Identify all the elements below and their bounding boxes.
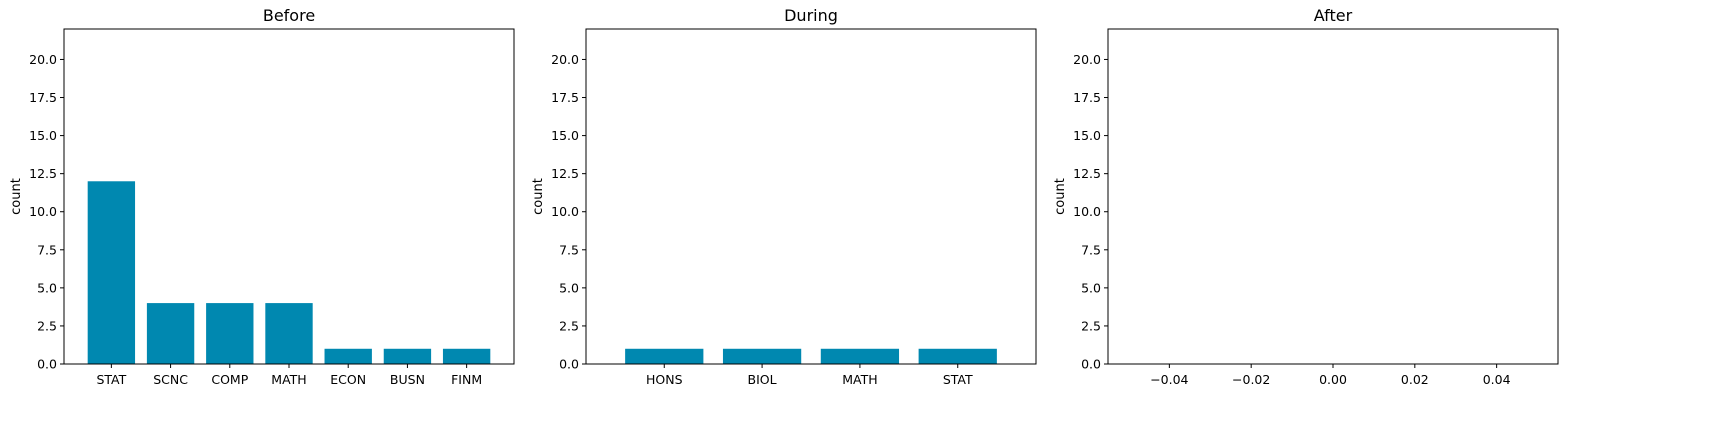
y-tick-label: 15.0 <box>29 128 57 143</box>
y-tick-label: 17.5 <box>551 90 579 105</box>
y-tick-label: 12.5 <box>29 166 57 181</box>
x-tick-label: SCNC <box>153 372 188 387</box>
bar-comp <box>206 303 254 364</box>
y-tick-label: 5.0 <box>37 280 57 295</box>
chart-title: After <box>1314 6 1353 25</box>
bar-math <box>265 303 313 364</box>
x-tick-label: ECON <box>330 372 366 387</box>
y-tick-label: 20.0 <box>551 52 579 67</box>
y-axis-label: count <box>1053 178 1068 215</box>
bar-finm <box>442 348 491 364</box>
bar-econ <box>324 348 372 364</box>
x-tick-label: MATH <box>842 372 877 387</box>
x-tick-label: 0.04 <box>1483 372 1511 387</box>
y-tick-label: 17.5 <box>29 90 57 105</box>
x-tick-label: −0.04 <box>1150 372 1188 387</box>
bar-scnc <box>146 303 195 364</box>
chart-title: Before <box>263 6 315 25</box>
x-tick-label: STAT <box>943 372 973 387</box>
y-tick-label: 10.0 <box>29 204 57 219</box>
y-tick-label: 12.5 <box>1073 166 1101 181</box>
y-axis-label: count <box>9 178 24 215</box>
bar-math <box>820 348 900 364</box>
y-tick-label: 12.5 <box>551 166 579 181</box>
y-tick-label: 7.5 <box>37 242 57 257</box>
axes-frame <box>1107 28 1559 365</box>
x-tick-label: BUSN <box>390 372 425 387</box>
x-tick-label: MATH <box>271 372 306 387</box>
bar-hons <box>625 348 704 364</box>
x-tick-label: FINM <box>451 372 482 387</box>
chart-panel-2: During count 0.0 2.5 5.0 7.5 10.0 12.5 15.0 17.5 2… <box>531 6 1037 387</box>
y-tick-label: 2.5 <box>37 318 57 333</box>
y-tick-label: 10.0 <box>551 204 579 219</box>
y-tick-label: 2.5 <box>559 318 579 333</box>
y-tick-label: 0.0 <box>1081 357 1101 372</box>
y-tick-label: 5.0 <box>1081 280 1101 295</box>
y-tick-label: 15.0 <box>551 128 579 143</box>
bar-stat <box>918 348 997 364</box>
y-tick-label: 5.0 <box>559 280 579 295</box>
y-tick-label: 7.5 <box>1081 242 1101 257</box>
y-tick-label: 2.5 <box>1081 318 1101 333</box>
chart-title: During <box>784 6 838 25</box>
x-tick-label: BIOL <box>748 372 777 387</box>
bar-busn <box>383 348 432 364</box>
x-tick-label: HONS <box>646 372 683 387</box>
y-tick-label: 10.0 <box>1073 204 1101 219</box>
y-tick-label: 20.0 <box>1073 52 1101 67</box>
x-tick-label: −0.02 <box>1232 372 1270 387</box>
x-tick-label: 0.02 <box>1401 372 1429 387</box>
x-tick-label: 0.00 <box>1319 372 1347 387</box>
y-tick-label: 15.0 <box>1073 128 1101 143</box>
axes-frame <box>585 28 1037 365</box>
chart-panel-3: After count 0.0 2.5 5.0 7.5 10.0 12.5 15.0 17.5 20… <box>1053 6 1559 387</box>
y-axis-label: count <box>531 178 546 215</box>
y-tick-label: 20.0 <box>29 52 57 67</box>
chart-panel-1: Before count 0.0 2.5 5.0 7.5 10.0 12.5 15.0 17.5 2… <box>9 6 515 387</box>
x-tick-label: COMP <box>211 372 248 387</box>
y-tick-label: 0.0 <box>559 357 579 372</box>
bar-stat <box>87 181 136 364</box>
y-tick-label: 0.0 <box>37 357 57 372</box>
y-tick-label: 7.5 <box>559 242 579 257</box>
bar-biol <box>722 348 802 364</box>
x-tick-label: STAT <box>96 372 126 387</box>
y-tick-label: 17.5 <box>1073 90 1101 105</box>
axes-frame <box>63 28 515 365</box>
